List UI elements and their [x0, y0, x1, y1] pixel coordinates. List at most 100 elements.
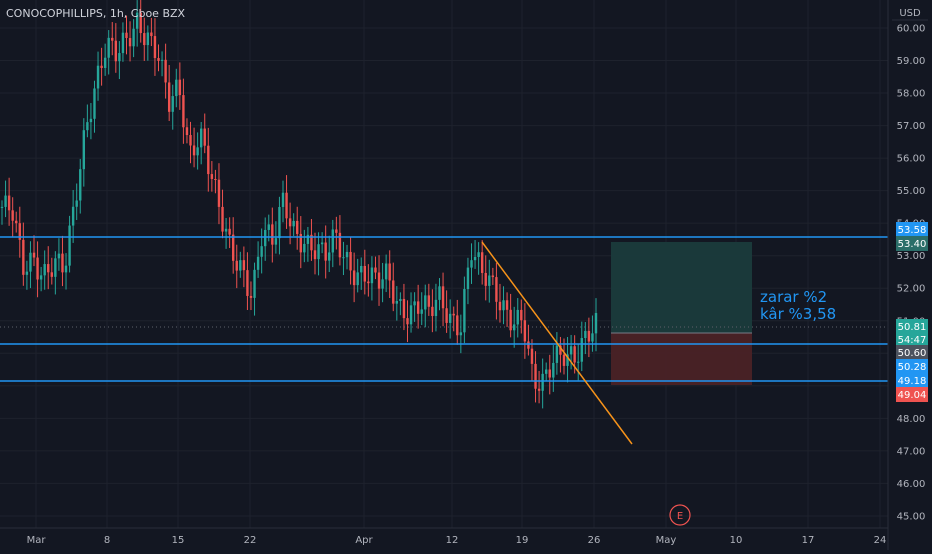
candle-up — [594, 313, 598, 334]
candle-down — [185, 127, 189, 136]
y-tick-label: 59.00 — [897, 56, 926, 67]
candle-down — [139, 12, 142, 34]
target-zone[interactable] — [611, 242, 752, 333]
candle-up — [146, 32, 150, 46]
candle-up — [420, 309, 423, 314]
svg-text:50.28: 50.28 — [898, 362, 927, 373]
candle-down — [271, 224, 274, 245]
candle-up — [39, 275, 43, 280]
y-tick-label: 60.00 — [897, 24, 926, 35]
candle-up — [463, 289, 466, 333]
candles-group — [0, 0, 598, 409]
svg-text:49.18: 49.18 — [898, 376, 927, 387]
candle-up — [434, 299, 438, 317]
candle-up — [96, 65, 100, 89]
candle-up — [171, 96, 174, 112]
candle-down — [296, 220, 299, 234]
candle-down — [573, 346, 576, 363]
candle-down — [452, 313, 455, 316]
candle-down — [456, 315, 459, 336]
candle-up — [320, 242, 324, 245]
earnings-label: E — [677, 511, 683, 522]
candle-down — [441, 286, 445, 309]
y-tick-label: 46.00 — [897, 479, 926, 490]
trend-line[interactable] — [481, 241, 633, 445]
candle-up — [256, 256, 260, 270]
candle-up — [577, 361, 580, 363]
candle-down — [402, 298, 406, 319]
candle-up — [79, 169, 82, 201]
candle-up — [569, 346, 573, 355]
candle-down — [559, 345, 562, 355]
earnings-icon[interactable] — [669, 504, 691, 526]
candle-up — [580, 338, 583, 362]
candle-up — [89, 118, 93, 123]
candle-up — [281, 192, 285, 208]
candle-down — [217, 179, 221, 207]
candle-down — [11, 210, 14, 221]
x-tick-label: 10 — [730, 535, 743, 546]
candle-up — [121, 32, 125, 54]
y-tick-label: 47.00 — [897, 446, 926, 457]
candle-down — [484, 272, 487, 286]
candle-down — [445, 308, 448, 323]
candle-down — [22, 239, 25, 275]
candle-up — [267, 224, 270, 230]
candle-up — [264, 229, 267, 247]
candle-up — [292, 220, 295, 227]
price-label-line-high: 53.58 — [896, 222, 928, 237]
candle-down — [164, 59, 167, 83]
candle-up — [82, 130, 86, 170]
x-tick-label: 26 — [588, 535, 601, 546]
candle-up — [584, 330, 587, 339]
price-label-line-low: 49.18 — [896, 373, 928, 388]
candle-down — [480, 252, 484, 273]
candle-up — [516, 309, 519, 325]
price-label-target: 53.40 — [896, 236, 928, 251]
candle-up — [317, 244, 320, 260]
candle-up — [473, 256, 477, 261]
candle-up — [328, 252, 331, 261]
candle-up — [118, 53, 121, 62]
candle-down — [150, 32, 153, 37]
candle-up — [381, 279, 384, 289]
candle-down — [182, 95, 185, 128]
price-label-line-mid: 50.28 — [896, 359, 928, 374]
candle-down — [523, 320, 527, 342]
candle-down — [203, 128, 206, 146]
candle-down — [427, 295, 431, 307]
candle-up — [4, 195, 7, 207]
candle-up — [384, 263, 388, 280]
candle-down — [491, 275, 495, 278]
candle-down — [178, 79, 182, 96]
candle-down — [349, 251, 352, 271]
candle-up — [566, 354, 569, 366]
candle-up — [278, 207, 281, 239]
candle-down — [235, 260, 238, 271]
candle-up — [107, 37, 110, 58]
candle-down — [114, 40, 118, 62]
candle-up — [0, 206, 4, 208]
candle-down — [324, 242, 327, 261]
candle-down — [388, 263, 391, 281]
stop-zone[interactable] — [611, 333, 752, 385]
candle-up — [555, 345, 559, 363]
candle-up — [71, 206, 75, 226]
candle-down — [47, 264, 50, 273]
y-tick-label: 52.00 — [897, 284, 926, 295]
svg-text:50.60: 50.60 — [898, 348, 927, 359]
price-label-stop: 49.04 — [896, 387, 928, 402]
candle-up — [370, 267, 374, 284]
x-tick-label: 17 — [802, 535, 815, 546]
candle-up — [591, 333, 594, 342]
candle-down — [246, 270, 249, 296]
candle-up — [103, 57, 107, 68]
candle-down — [392, 280, 395, 304]
y-tick-label: 55.00 — [897, 186, 926, 197]
candle-down — [18, 223, 21, 240]
y-tick-label: 45.00 — [897, 511, 926, 522]
candle-up — [438, 286, 441, 300]
y-tick-label: 56.00 — [897, 154, 926, 165]
